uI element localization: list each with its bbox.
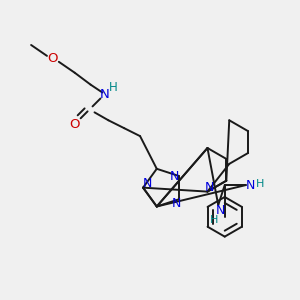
Text: H: H — [256, 179, 265, 189]
Text: N: N — [172, 197, 182, 210]
Text: N: N — [169, 169, 178, 182]
Text: H: H — [109, 81, 118, 94]
Text: N: N — [142, 177, 152, 190]
Text: N: N — [246, 178, 255, 192]
Text: H: H — [210, 215, 218, 225]
Text: N: N — [205, 181, 214, 194]
Text: O: O — [70, 118, 80, 131]
Text: N: N — [100, 88, 109, 101]
Text: O: O — [48, 52, 58, 65]
Text: N: N — [215, 205, 225, 218]
